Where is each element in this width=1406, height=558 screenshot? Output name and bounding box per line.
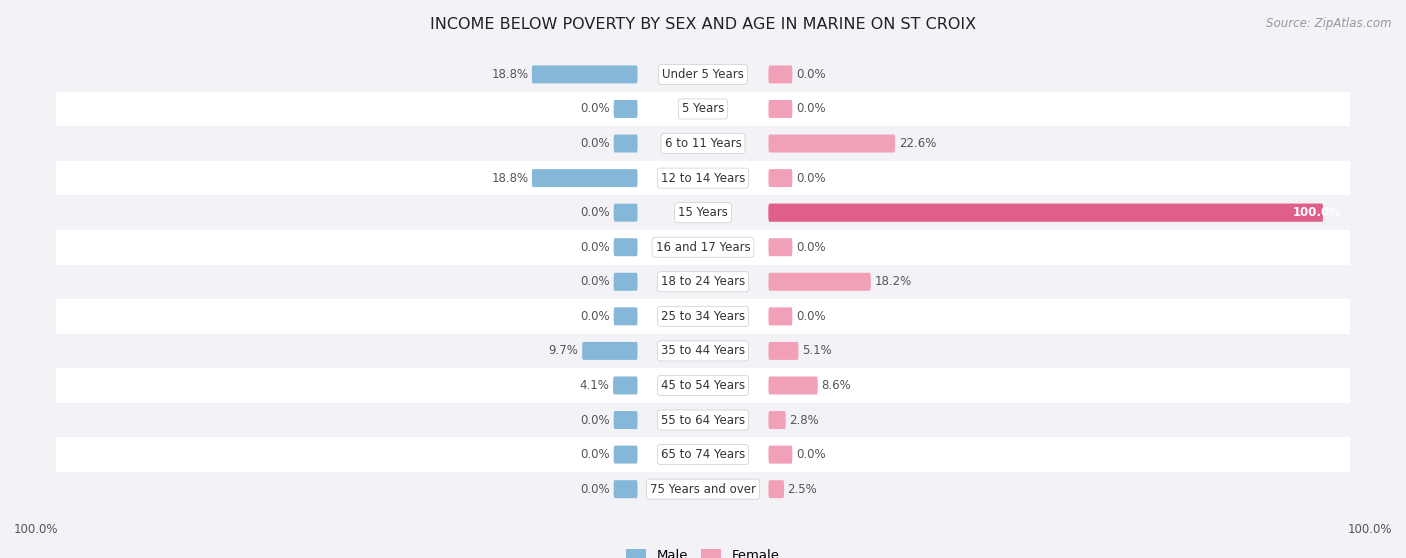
FancyBboxPatch shape [613,307,637,325]
Text: 2.8%: 2.8% [789,413,818,426]
Text: Source: ZipAtlas.com: Source: ZipAtlas.com [1267,17,1392,30]
Text: 8.6%: 8.6% [821,379,851,392]
Text: 18.8%: 18.8% [491,68,529,81]
FancyBboxPatch shape [769,238,793,256]
Text: 18 to 24 Years: 18 to 24 Years [661,275,745,288]
Text: 2.5%: 2.5% [787,483,817,496]
Text: 0.0%: 0.0% [796,240,825,254]
Bar [56,195,1350,230]
FancyBboxPatch shape [769,342,799,360]
FancyBboxPatch shape [613,446,637,464]
Text: 16 and 17 Years: 16 and 17 Years [655,240,751,254]
Text: 0.0%: 0.0% [581,448,610,461]
Text: 9.7%: 9.7% [548,344,579,358]
Text: INCOME BELOW POVERTY BY SEX AND AGE IN MARINE ON ST CROIX: INCOME BELOW POVERTY BY SEX AND AGE IN M… [430,17,976,32]
FancyBboxPatch shape [769,480,785,498]
Text: 0.0%: 0.0% [581,206,610,219]
Bar [56,92,1350,126]
Bar [56,368,1350,403]
FancyBboxPatch shape [769,307,793,325]
Text: 18.2%: 18.2% [875,275,911,288]
Bar [56,334,1350,368]
Text: 100.0%: 100.0% [1347,523,1392,536]
Bar [56,126,1350,161]
Text: 0.0%: 0.0% [796,172,825,185]
FancyBboxPatch shape [582,342,637,360]
Bar [56,299,1350,334]
Text: 35 to 44 Years: 35 to 44 Years [661,344,745,358]
FancyBboxPatch shape [613,204,637,222]
Text: 0.0%: 0.0% [581,137,610,150]
Text: 0.0%: 0.0% [796,103,825,116]
Text: 5.1%: 5.1% [801,344,832,358]
Text: 15 Years: 15 Years [678,206,728,219]
Bar [56,403,1350,437]
FancyBboxPatch shape [613,411,637,429]
Bar [56,437,1350,472]
Text: Under 5 Years: Under 5 Years [662,68,744,81]
FancyBboxPatch shape [613,273,637,291]
Text: 65 to 74 Years: 65 to 74 Years [661,448,745,461]
Text: 25 to 34 Years: 25 to 34 Years [661,310,745,323]
FancyBboxPatch shape [769,204,1323,222]
Bar [56,161,1350,195]
FancyBboxPatch shape [769,169,793,187]
FancyBboxPatch shape [531,65,637,83]
FancyBboxPatch shape [769,100,793,118]
Text: 4.1%: 4.1% [579,379,610,392]
Text: 0.0%: 0.0% [581,413,610,426]
Text: 0.0%: 0.0% [581,483,610,496]
Bar [56,472,1350,507]
Text: 5 Years: 5 Years [682,103,724,116]
Bar [56,230,1350,264]
Text: 0.0%: 0.0% [581,240,610,254]
Text: 12 to 14 Years: 12 to 14 Years [661,172,745,185]
FancyBboxPatch shape [531,169,637,187]
Bar [56,264,1350,299]
FancyBboxPatch shape [769,65,793,83]
Text: 0.0%: 0.0% [796,68,825,81]
Legend: Male, Female: Male, Female [626,549,780,558]
FancyBboxPatch shape [613,238,637,256]
Text: 22.6%: 22.6% [898,137,936,150]
FancyBboxPatch shape [613,100,637,118]
Text: 75 Years and over: 75 Years and over [650,483,756,496]
Bar [56,57,1350,92]
FancyBboxPatch shape [769,446,793,464]
FancyBboxPatch shape [613,377,637,395]
Text: 45 to 54 Years: 45 to 54 Years [661,379,745,392]
Text: 6 to 11 Years: 6 to 11 Years [665,137,741,150]
Text: 0.0%: 0.0% [581,275,610,288]
Text: 55 to 64 Years: 55 to 64 Years [661,413,745,426]
FancyBboxPatch shape [769,134,896,152]
FancyBboxPatch shape [613,480,637,498]
FancyBboxPatch shape [769,204,1323,222]
Text: 0.0%: 0.0% [581,310,610,323]
Text: 0.0%: 0.0% [796,448,825,461]
FancyBboxPatch shape [613,134,637,152]
Text: 100.0%: 100.0% [14,523,59,536]
Text: 100.0%: 100.0% [1292,206,1341,219]
FancyBboxPatch shape [769,377,818,395]
Text: 0.0%: 0.0% [796,310,825,323]
FancyBboxPatch shape [769,273,870,291]
Text: 18.8%: 18.8% [491,172,529,185]
FancyBboxPatch shape [769,411,786,429]
Text: 0.0%: 0.0% [581,103,610,116]
